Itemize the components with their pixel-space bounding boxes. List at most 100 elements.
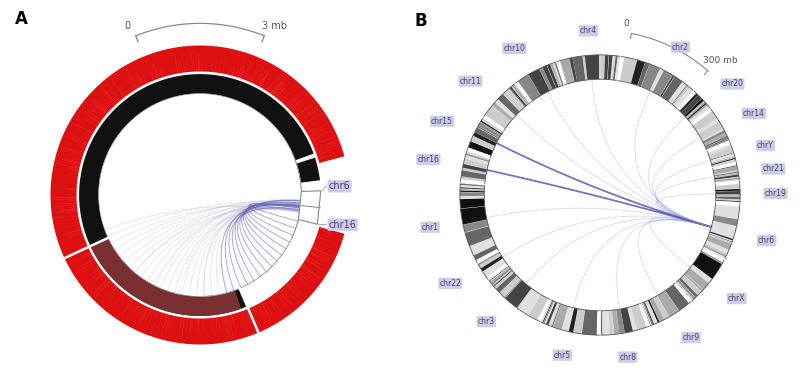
- Polygon shape: [644, 302, 654, 325]
- Polygon shape: [542, 301, 553, 323]
- Polygon shape: [676, 282, 692, 301]
- Polygon shape: [461, 177, 486, 182]
- Polygon shape: [710, 233, 733, 241]
- Polygon shape: [549, 303, 559, 326]
- Polygon shape: [690, 107, 710, 123]
- Polygon shape: [500, 276, 521, 297]
- Polygon shape: [560, 58, 574, 84]
- Polygon shape: [673, 86, 688, 105]
- Text: chr22: chr22: [439, 279, 462, 288]
- Polygon shape: [463, 158, 488, 169]
- Polygon shape: [710, 152, 734, 160]
- Polygon shape: [470, 238, 495, 255]
- Polygon shape: [650, 69, 664, 92]
- Polygon shape: [541, 300, 551, 322]
- Text: A: A: [15, 11, 28, 28]
- Polygon shape: [616, 309, 625, 334]
- Polygon shape: [518, 74, 541, 101]
- Polygon shape: [716, 196, 740, 197]
- Text: chr3: chr3: [478, 317, 495, 326]
- Polygon shape: [550, 303, 560, 326]
- Polygon shape: [610, 310, 614, 335]
- Polygon shape: [466, 151, 490, 160]
- Polygon shape: [713, 165, 739, 183]
- Polygon shape: [679, 93, 698, 112]
- Polygon shape: [473, 132, 497, 146]
- Polygon shape: [474, 245, 498, 260]
- Polygon shape: [600, 304, 646, 335]
- Polygon shape: [693, 111, 718, 131]
- Text: 0: 0: [624, 19, 630, 28]
- Polygon shape: [675, 89, 692, 108]
- Polygon shape: [492, 103, 513, 121]
- Text: chr9: chr9: [682, 333, 700, 342]
- Polygon shape: [513, 85, 528, 105]
- Polygon shape: [604, 55, 609, 80]
- Polygon shape: [498, 94, 520, 116]
- Polygon shape: [547, 64, 558, 88]
- Polygon shape: [485, 106, 510, 129]
- Polygon shape: [494, 271, 514, 289]
- Text: chrX: chrX: [728, 294, 746, 303]
- Polygon shape: [573, 56, 586, 82]
- Polygon shape: [298, 191, 321, 224]
- Polygon shape: [642, 303, 650, 326]
- Polygon shape: [702, 129, 724, 141]
- Polygon shape: [616, 56, 620, 80]
- Polygon shape: [715, 184, 740, 203]
- Polygon shape: [677, 90, 693, 108]
- Polygon shape: [544, 301, 555, 324]
- Polygon shape: [461, 170, 486, 179]
- Polygon shape: [481, 121, 502, 135]
- Polygon shape: [704, 246, 726, 257]
- Polygon shape: [478, 252, 499, 264]
- Polygon shape: [491, 268, 511, 285]
- Polygon shape: [643, 302, 653, 325]
- Polygon shape: [710, 228, 734, 239]
- Polygon shape: [482, 118, 503, 131]
- Polygon shape: [541, 300, 598, 335]
- Polygon shape: [554, 62, 563, 85]
- Polygon shape: [713, 165, 737, 171]
- Polygon shape: [490, 267, 510, 283]
- Polygon shape: [715, 180, 739, 183]
- Polygon shape: [709, 234, 732, 244]
- Polygon shape: [660, 75, 674, 97]
- Polygon shape: [716, 199, 740, 200]
- Polygon shape: [708, 144, 736, 167]
- Polygon shape: [297, 158, 320, 183]
- Polygon shape: [702, 130, 726, 144]
- Polygon shape: [607, 310, 610, 335]
- Polygon shape: [688, 104, 708, 121]
- Text: chr15: chr15: [431, 117, 453, 126]
- Polygon shape: [710, 231, 733, 241]
- Polygon shape: [481, 256, 503, 271]
- Polygon shape: [570, 58, 577, 82]
- Polygon shape: [518, 289, 541, 316]
- Polygon shape: [460, 185, 485, 188]
- Polygon shape: [478, 252, 500, 265]
- Polygon shape: [542, 66, 556, 89]
- Polygon shape: [712, 160, 736, 167]
- Text: chrY: chrY: [757, 141, 774, 150]
- Polygon shape: [658, 291, 679, 317]
- Polygon shape: [668, 82, 686, 104]
- Polygon shape: [684, 99, 704, 117]
- Polygon shape: [514, 84, 530, 103]
- Polygon shape: [714, 205, 740, 219]
- Polygon shape: [677, 281, 694, 300]
- Text: chr10: chr10: [503, 44, 526, 53]
- Polygon shape: [711, 156, 735, 164]
- Polygon shape: [708, 144, 731, 154]
- Polygon shape: [704, 133, 727, 146]
- Text: 0: 0: [125, 21, 131, 31]
- Text: chr5: chr5: [554, 351, 571, 360]
- Polygon shape: [690, 106, 709, 122]
- Polygon shape: [620, 57, 638, 83]
- Polygon shape: [460, 183, 485, 186]
- Polygon shape: [511, 86, 527, 105]
- Polygon shape: [698, 121, 723, 140]
- Polygon shape: [460, 183, 485, 185]
- Polygon shape: [713, 215, 738, 226]
- Polygon shape: [676, 251, 723, 301]
